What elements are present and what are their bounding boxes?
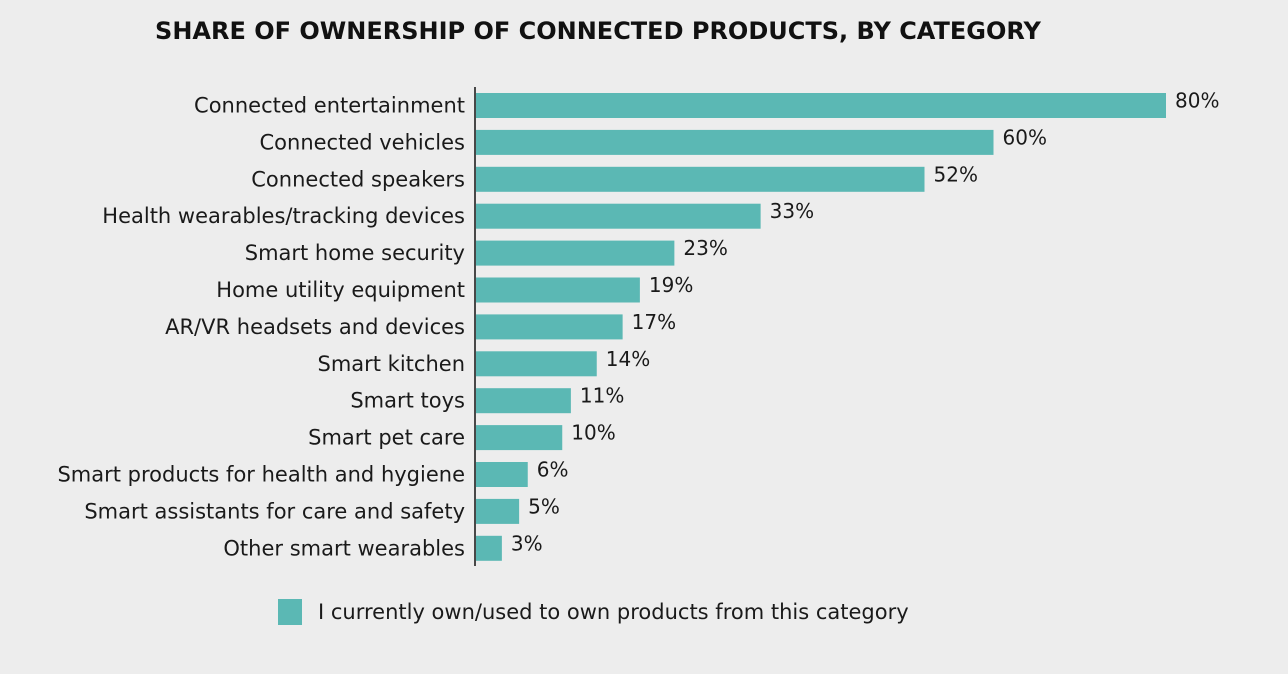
category-label-smart-products-for-health-and-hygiene: Smart products for health and hygiene [57,463,465,487]
value-label-smart-kitchen: 14% [606,347,650,371]
category-label-connected-speakers: Connected speakers [251,167,465,191]
category-label-other-smart-wearables: Other smart wearables [223,536,465,560]
value-label-smart-products-for-health-and-hygiene: 6% [537,458,569,482]
category-label-home-utility-equipment: Home utility equipment [216,278,465,302]
category-label-ar-vr-headsets-and-devices: AR/VR headsets and devices [165,315,465,339]
category-label-connected-entertainment: Connected entertainment [194,94,465,118]
bar-smart-home-security [476,240,675,266]
value-label-other-smart-wearables: 3% [511,531,543,555]
category-label-smart-home-security: Smart home security [245,241,465,265]
legend: I currently own/used to own products fro… [278,599,909,625]
bar-smart-toys [476,388,571,414]
category-label-health-wearables-tracking-devices: Health wearables/tracking devices [102,204,465,228]
value-label-connected-speakers: 52% [934,162,978,186]
value-label-smart-toys: 11% [580,384,624,408]
bar-smart-kitchen [476,351,597,377]
chart-title: SHARE OF OWNERSHIP OF CONNECTED PRODUCTS… [155,17,1042,45]
value-label-connected-vehicles: 60% [1003,125,1047,149]
value-label-smart-assistants-for-care-and-safety: 5% [528,494,560,518]
legend-swatch [278,599,302,625]
value-label-health-wearables-tracking-devices: 33% [770,199,814,223]
category-label-smart-assistants-for-care-and-safety: Smart assistants for care and safety [84,499,465,523]
bar-other-smart-wearables [476,535,502,561]
bar-smart-products-for-health-and-hygiene [476,462,528,487]
bar-home-utility-equipment [476,277,640,303]
bar-smart-pet-care [476,425,563,451]
bars-layer: Connected entertainment 80% Connected vehi… [57,89,1219,561]
category-label-smart-kitchen: Smart kitchen [317,352,465,376]
category-label-smart-toys: Smart toys [350,389,465,413]
category-label-connected-vehicles: Connected vehicles [260,130,466,154]
bar-connected-speakers [476,166,925,192]
value-label-home-utility-equipment: 19% [649,273,693,297]
bar-connected-entertainment [476,93,1166,118]
category-label-smart-pet-care: Smart pet care [308,426,465,450]
bar-ar-vr-headsets-and-devices [476,314,623,340]
value-label-connected-entertainment: 80% [1175,89,1219,113]
value-label-smart-home-security: 23% [683,236,727,260]
legend-label: I currently own/used to own products fro… [318,600,909,624]
bar-health-wearables-tracking-devices [476,203,761,229]
bar-smart-assistants-for-care-and-safety [476,498,520,524]
value-label-smart-pet-care: 10% [571,421,615,445]
bar-connected-vehicles [476,129,994,155]
value-label-ar-vr-headsets-and-devices: 17% [632,310,676,334]
